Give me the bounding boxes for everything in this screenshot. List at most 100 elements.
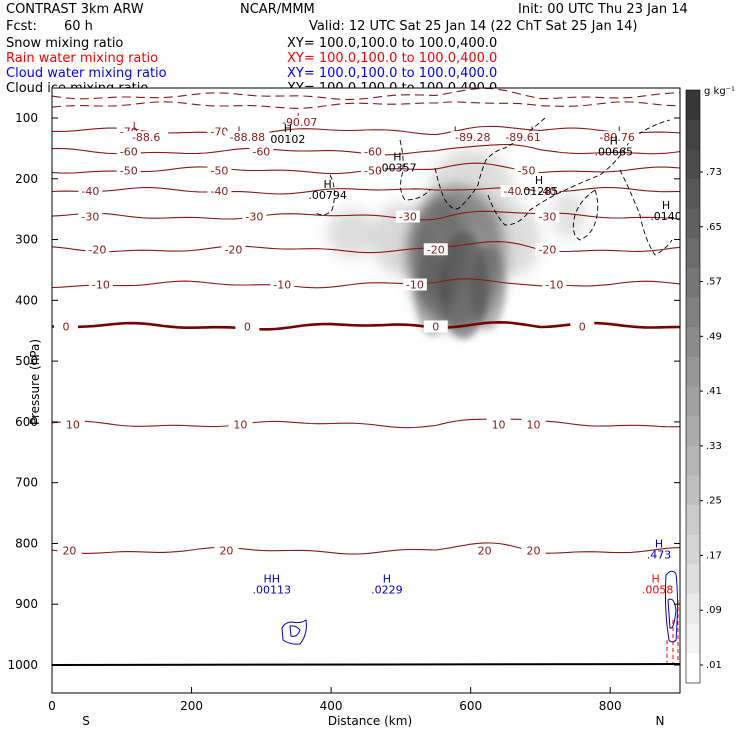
cloud-water-high-marker: H	[655, 538, 663, 551]
y-tick-label: 900	[15, 597, 38, 611]
contour-label-bg	[501, 131, 545, 144]
cloud-ice-high-marker: H	[393, 150, 401, 163]
low-marker: L	[530, 124, 537, 137]
cloud-ice-high-marker: H	[662, 199, 670, 212]
temperature-contour-label: 10	[526, 418, 540, 431]
legend-field-xy: XY= 100.0,100.0 to 100.0,400.0	[287, 66, 497, 81]
temperature-contour-label: -20	[88, 243, 106, 256]
contour-label-bg	[78, 184, 103, 197]
rain-high-marker: H	[652, 572, 660, 585]
snow-shading-blob	[550, 191, 586, 240]
cloud-water-contour-line	[281, 619, 307, 645]
temperature-contour-label: 20	[219, 545, 233, 558]
temperature-contour-label: -60	[252, 145, 270, 158]
legend-field-name: Cloud water mixing ratio	[6, 66, 167, 81]
plot-area	[52, 88, 680, 693]
colorbar-swatch	[686, 208, 700, 239]
temperature-contour-label: -10	[406, 279, 424, 292]
contour-label-bg	[542, 278, 567, 291]
cloud-ice-high-marker: H	[535, 174, 543, 187]
temperature-contour-line	[52, 210, 680, 221]
cloud-ice-high-marker: H	[284, 122, 292, 135]
plot-frame	[51, 87, 681, 694]
colorbar-swatch	[686, 149, 700, 180]
contour-label-bg	[360, 164, 385, 177]
contour-label-bg	[116, 164, 141, 177]
contour-label-bg	[277, 115, 322, 128]
contour-label-bg	[88, 278, 113, 291]
temperature-contour-label: 0	[579, 320, 586, 333]
y-tick-label: 100	[15, 111, 38, 125]
temperature-contour-label: -70	[210, 125, 228, 138]
valid-time: Valid: 12 UTC Sat 25 Jan 14 (22 ChT Sat …	[309, 19, 637, 34]
temperature-contour-label: -40	[81, 185, 99, 198]
extreme-temperature-label: -90.07	[282, 116, 317, 129]
colorbar-label: .49	[706, 331, 722, 342]
colorbar: g kg⁻¹ .01 .09 .17 .25 .33 .41 .49 .57 .65 .73	[685, 86, 735, 684]
colorbar-swatch	[686, 564, 700, 595]
contour-label-bg	[116, 145, 141, 158]
y-tick-label: 400	[15, 293, 38, 307]
contour-label-bg	[228, 418, 253, 431]
colorbar-label: .73	[706, 167, 722, 178]
contour-label-bg	[270, 278, 295, 291]
legend-field-name: Snow mixing ratio	[6, 36, 123, 51]
cloud-ice-contour-line	[619, 169, 673, 256]
low-marker: L	[618, 124, 625, 137]
colorbar-swatch	[686, 267, 700, 299]
colorbar-swatch	[686, 119, 700, 150]
colorbar-swatch	[686, 505, 700, 536]
temperature-contour-label: 0	[432, 320, 439, 333]
temperature-contour-label: -10	[273, 279, 291, 292]
temperature-contour-label: -40	[504, 185, 522, 198]
legend-field-xy: XY= 100.0,100.0 to 100.0,400.0	[287, 36, 497, 51]
temperature-contour-line	[52, 241, 680, 254]
contour-label-bg	[207, 164, 232, 177]
colorbar-swatch	[686, 178, 700, 210]
temperature-contour-label: -30	[245, 210, 263, 223]
cloud-ice-high-marker: H	[610, 135, 618, 148]
contour-label-bg	[472, 544, 497, 557]
contour-label-bg	[402, 278, 427, 291]
low-marker: L	[454, 124, 461, 137]
x-tick-label: 600	[459, 699, 482, 713]
contour-label-bg	[57, 544, 82, 557]
contour-label-bg	[450, 131, 495, 144]
contour-label-bg	[395, 210, 420, 223]
extreme-temperature-label: -89.28	[455, 131, 490, 144]
temperature-contour-line	[52, 101, 680, 109]
colorbar-swatch	[686, 238, 700, 269]
x-tick-label: 800	[599, 699, 622, 713]
contour-label-bg	[500, 184, 525, 197]
colorbar-swatch	[686, 445, 700, 476]
temperature-contour-label: 10	[233, 418, 247, 431]
legend-field-xy: XY= 100.0,100.0 to 100.0,400.0	[287, 51, 497, 66]
rain-high-value: .0058	[642, 583, 674, 596]
contour-label-bg	[85, 243, 110, 256]
colorbar-label: .41	[706, 386, 722, 397]
cloud-ice-high-marker: H	[323, 178, 331, 191]
init-time: Init: 00 UTC Thu 23 Jan 14	[518, 2, 688, 17]
y-tick-label: 1000	[7, 658, 38, 672]
temperature-contours: -70-70-60-60-60-50-50-50-50-40-40-40-40-…	[52, 88, 680, 558]
colorbar-swatch	[686, 534, 700, 565]
contour-label-bg	[423, 243, 448, 256]
contour-label-bg	[360, 145, 385, 158]
cloud-water-high-marker: HH	[264, 572, 281, 585]
colorbar-swatch	[686, 416, 700, 447]
temperature-contour-label: -20	[427, 243, 445, 256]
temperature-contour-label: -50	[364, 164, 382, 177]
contour-label-bg	[595, 131, 640, 144]
temperature-contour-line	[52, 278, 680, 289]
temperature-contour-label: -40	[538, 185, 556, 198]
temperature-contour-line	[52, 418, 680, 429]
temperature-contour-line	[52, 542, 680, 555]
cloud-ice-high-value: .00357	[378, 161, 417, 174]
x-tick-label: 400	[320, 699, 343, 713]
contour-label-bg	[249, 145, 274, 158]
temperature-contour-label: 20	[526, 545, 540, 558]
colorbar-swatch	[686, 594, 700, 625]
contour-label-bg	[60, 418, 85, 431]
cloud-ice-high-value: .01285	[520, 185, 559, 198]
